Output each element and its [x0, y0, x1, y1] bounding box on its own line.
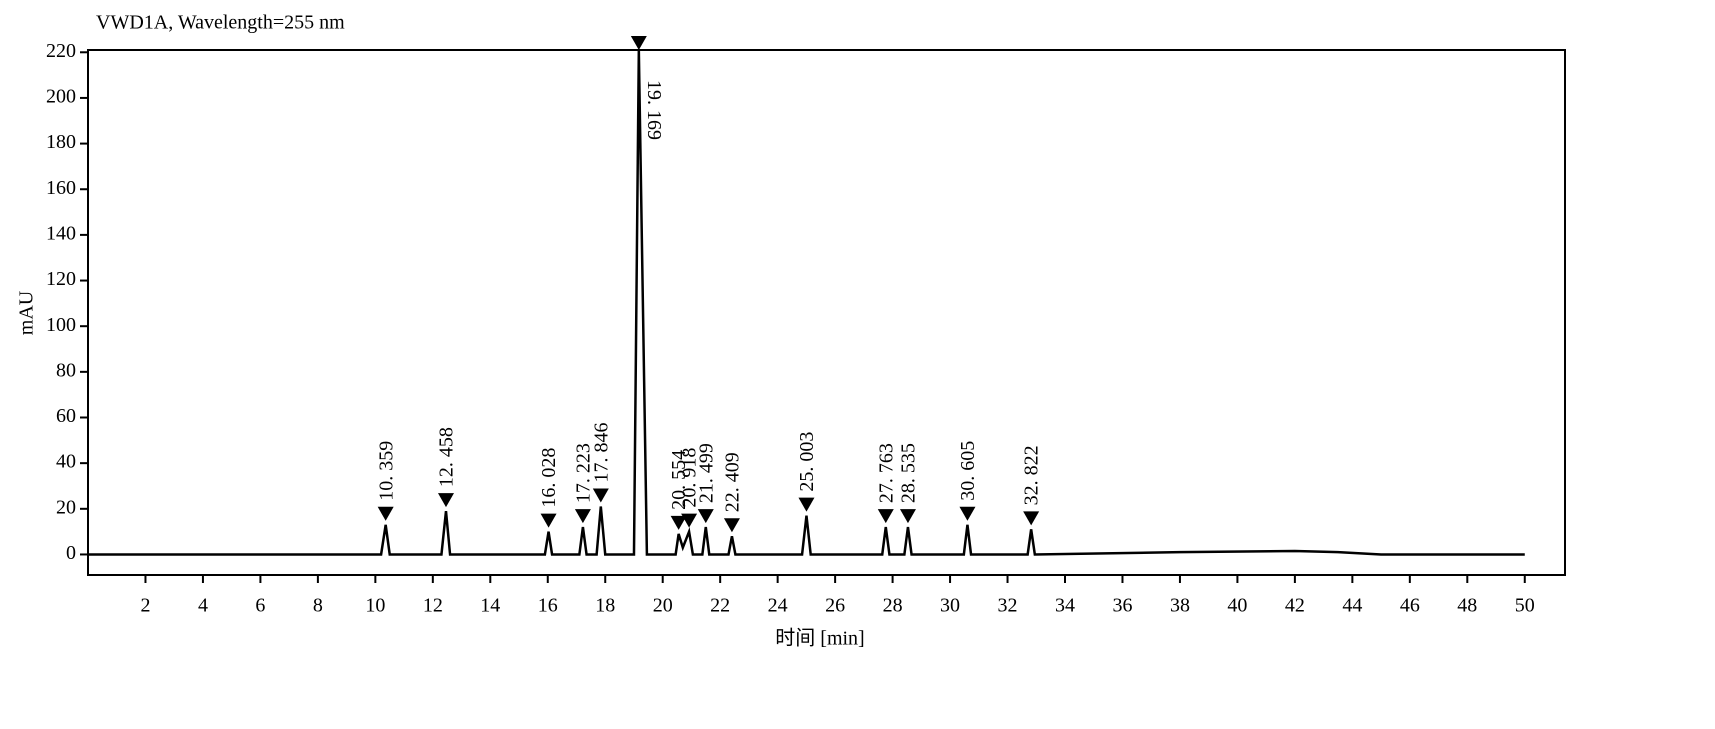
- x-tick-label: 28: [883, 595, 903, 617]
- peak-marker: [798, 498, 814, 512]
- x-tick-label: 8: [313, 595, 323, 617]
- chart: VWD1A, Wavelength=255 nm mAU 时间 [min] 0 2…: [0, 0, 1715, 729]
- y-tick-label: 140: [46, 222, 76, 244]
- y-tick-label: 200: [46, 86, 76, 108]
- y-tick-label: 100: [46, 314, 76, 336]
- y-tick-label: 0: [66, 542, 76, 564]
- peak-marker: [878, 509, 894, 523]
- peak-marker: [541, 514, 557, 528]
- x-tick-label: 12: [423, 595, 443, 617]
- page: VWD1A, Wavelength=255 nm mAU 时间 [min] 0 2…: [0, 0, 1715, 729]
- peak-label: 32. 822: [1021, 445, 1043, 505]
- y-tick-label: 160: [46, 177, 76, 199]
- x-tick-label: 18: [595, 595, 615, 617]
- x-tick-label: 40: [1227, 595, 1247, 617]
- peak-label: 21. 499: [695, 443, 717, 503]
- x-axis-label: 时间 [min]: [775, 627, 864, 650]
- peak-marker: [959, 507, 975, 521]
- x-tick-label: 50: [1515, 595, 1535, 617]
- y-tick-label: 60: [56, 405, 76, 427]
- peak-label: 27. 763: [875, 443, 897, 503]
- peak-label: 30. 605: [957, 441, 979, 501]
- x-tick-label: 6: [255, 595, 265, 617]
- x-tick-label: 38: [1170, 595, 1190, 617]
- x-tick-label: 20: [653, 595, 673, 617]
- x-tick-label: 26: [825, 595, 845, 617]
- plot-frame: [88, 50, 1565, 575]
- peak-label: 19. 169: [643, 80, 665, 140]
- x-tick-label: 44: [1342, 595, 1362, 617]
- x-tick-label: 32: [998, 595, 1018, 617]
- peak-marker: [1023, 511, 1039, 525]
- x-tick-label: 10: [365, 595, 385, 617]
- x-tick-label: 4: [198, 595, 208, 617]
- peak-label: 28. 535: [898, 443, 920, 503]
- chart-title: VWD1A, Wavelength=255 nm: [96, 12, 345, 34]
- y-tick-label: 80: [56, 359, 76, 381]
- peak-marker: [438, 493, 454, 507]
- x-tick-label: 46: [1400, 595, 1420, 617]
- peak-marker: [593, 489, 609, 503]
- x-tick-label: 34: [1055, 595, 1075, 617]
- peak-marker: [631, 36, 647, 50]
- peak-label: 22. 409: [722, 452, 744, 512]
- y-tick-label: 40: [56, 451, 76, 473]
- peak-label: 10. 359: [375, 441, 397, 501]
- y-tick-label: 180: [46, 131, 76, 153]
- x-tick-label: 14: [480, 595, 500, 617]
- peak-marker: [900, 509, 916, 523]
- x-tick-label: 22: [710, 595, 730, 617]
- x-tick-label: 36: [1112, 595, 1132, 617]
- peak-label: 17. 846: [590, 423, 612, 483]
- peak-marker: [724, 518, 740, 532]
- x-tick-label: 48: [1457, 595, 1477, 617]
- y-tick-label: 20: [56, 496, 76, 518]
- x-tick-label: 2: [140, 595, 150, 617]
- x-tick-label: 30: [940, 595, 960, 617]
- peak-marker: [378, 507, 394, 521]
- y-axis-label: mAU: [16, 290, 38, 335]
- x-tick-label: 24: [768, 595, 788, 617]
- peak-label: 16. 028: [538, 448, 560, 508]
- y-tick-label: 120: [46, 268, 76, 290]
- y-tick-label: 220: [46, 40, 76, 62]
- peak-marker: [575, 509, 591, 523]
- x-tick-label: 42: [1285, 595, 1305, 617]
- x-tick-label: 16: [538, 595, 558, 617]
- peak-label: 25. 003: [796, 432, 818, 492]
- peak-label: 12. 458: [436, 427, 458, 487]
- peak-marker: [698, 509, 714, 523]
